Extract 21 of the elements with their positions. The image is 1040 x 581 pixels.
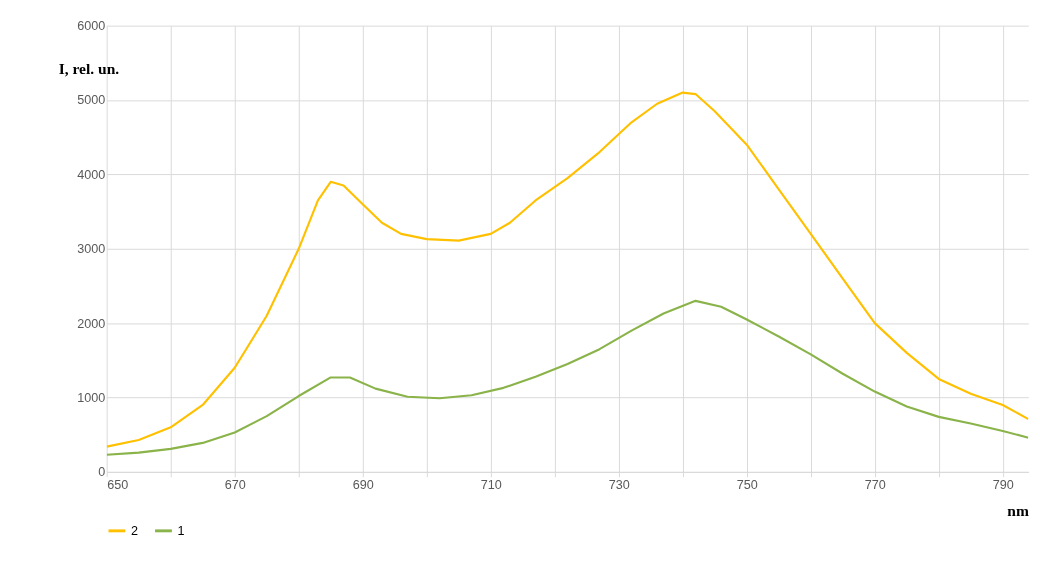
- line-series: [106, 299, 1029, 456]
- y-tick-label: 4000: [77, 167, 106, 182]
- y-tick-label: 0: [98, 465, 106, 480]
- x-tick-label: 650: [107, 477, 129, 492]
- x-tick-label: 750: [736, 477, 758, 492]
- legend-label: 2: [130, 523, 138, 538]
- x-tick-label: 770: [864, 477, 886, 492]
- y-tick-label: 6000: [77, 19, 106, 34]
- x-axis-title: nm: [1007, 502, 1029, 520]
- y-tick-label: 5000: [77, 93, 106, 108]
- x-tick-label: 710: [480, 477, 502, 492]
- legend-label: 1: [177, 523, 185, 538]
- y-tick-label: 2000: [77, 316, 106, 331]
- y-tick-label: 3000: [77, 242, 106, 257]
- y-axis-title: I, rel. un.: [58, 59, 120, 77]
- line-series: [106, 91, 1029, 448]
- x-tick-label: 730: [608, 477, 630, 492]
- x-tick-label: 690: [352, 477, 374, 492]
- x-tick-label: 670: [224, 477, 246, 492]
- y-tick-label: 1000: [77, 390, 106, 405]
- x-tick-label: 790: [992, 477, 1014, 492]
